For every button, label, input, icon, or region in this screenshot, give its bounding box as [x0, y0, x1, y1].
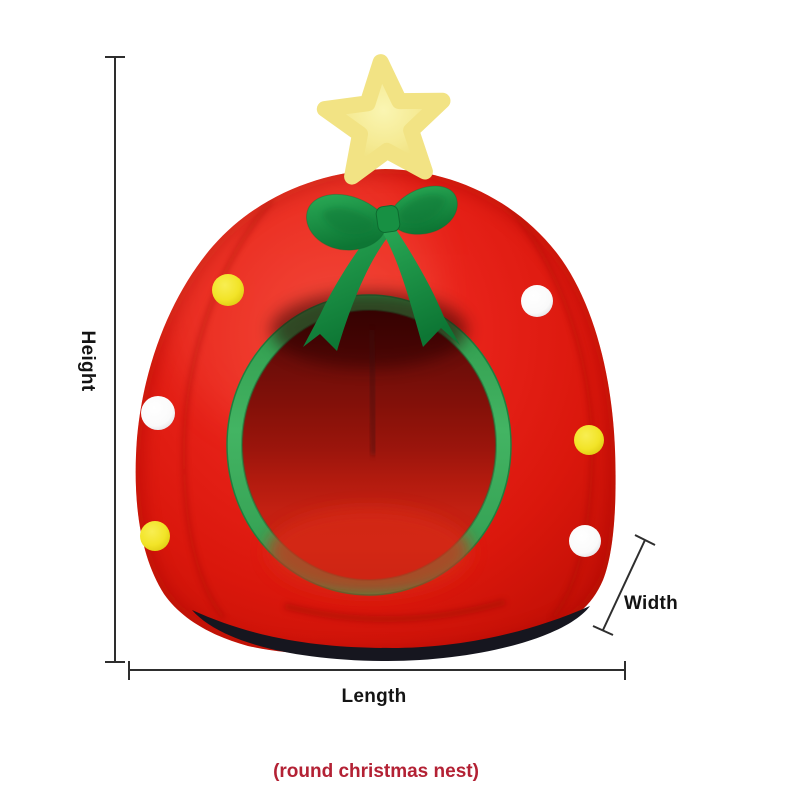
- pom-pom-white-mid-left: [141, 396, 175, 430]
- bow-loop-left-fold: [322, 207, 374, 235]
- length-dimension-label: Length: [341, 686, 407, 707]
- plush-star: [316, 54, 451, 185]
- width-dimension-line: [592, 534, 656, 636]
- ribbon-bow: [306, 185, 458, 251]
- pom-pom-white-lower-right: [569, 525, 601, 557]
- dimension-lines: [105, 56, 656, 680]
- pom-pom-yellow-upper-left: [212, 274, 244, 306]
- pom-pom-yellow-mid-right: [574, 425, 604, 455]
- ribbon-tail-left: [303, 222, 392, 351]
- bed-base: [192, 606, 590, 661]
- bow-loop-right-fold: [398, 194, 446, 224]
- interior-crease: [367, 329, 378, 456]
- interior-cushion: [267, 508, 471, 596]
- bow-knot: [375, 205, 401, 233]
- ribbon-tail-right: [381, 222, 460, 347]
- left-seam: [181, 198, 274, 620]
- height-dimension-line: [105, 56, 125, 663]
- entrance: [226, 292, 512, 596]
- product-caption: (round christmas nest): [273, 761, 479, 782]
- below-entrance-shadow: [284, 599, 506, 623]
- pom-pom-white-upper-right: [521, 285, 553, 317]
- width-dimension-label: Width: [623, 593, 679, 614]
- height-dimension-label: Height: [77, 330, 98, 392]
- ribbon-tails: [303, 222, 460, 351]
- length-dimension-line: [128, 661, 626, 680]
- pom-pom-yellow-lower-left: [140, 521, 170, 551]
- pom-poms: [140, 274, 604, 557]
